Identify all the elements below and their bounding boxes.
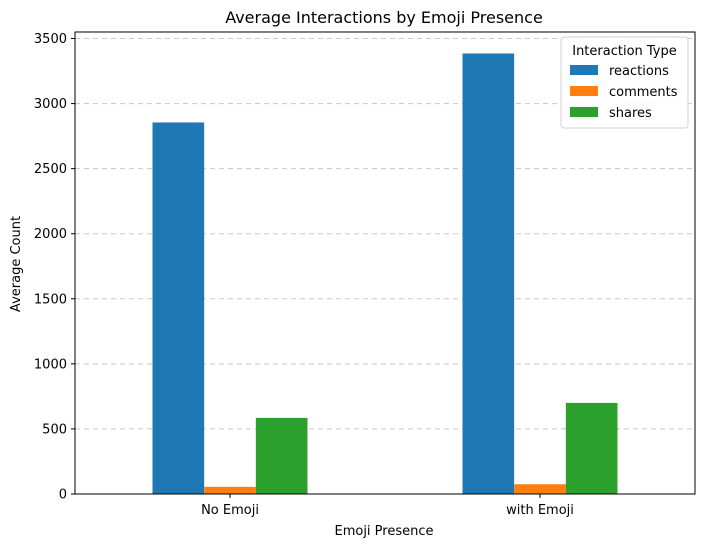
bar-shares bbox=[565, 402, 618, 494]
y-tick-label: 2500 bbox=[34, 162, 67, 177]
tick-labels: 0 500 1000 1500 2000 2500 3000 3500 No Emoji with… bbox=[34, 32, 574, 518]
y-tick-label: 3000 bbox=[34, 97, 67, 112]
y-tick-label: 1500 bbox=[34, 292, 67, 307]
axes bbox=[74, 31, 696, 495]
plot-frame bbox=[74, 31, 696, 495]
y-axis-label: Average Count bbox=[9, 216, 24, 312]
legend: Interaction Type reactions comments shares bbox=[560, 36, 689, 129]
x-tick-label: No Emoji bbox=[201, 503, 259, 518]
y-tick-label: 2000 bbox=[34, 227, 67, 242]
x-axis-label: Emoji Presence bbox=[334, 524, 433, 539]
legend-label-shares: shares bbox=[609, 106, 652, 121]
y-tick-label: 500 bbox=[42, 422, 67, 437]
y-tick-label: 0 bbox=[59, 488, 67, 503]
legend-title: Interaction Type bbox=[572, 44, 677, 59]
bars bbox=[152, 53, 618, 495]
y-tick-label: 1000 bbox=[34, 357, 67, 372]
bar-reactions bbox=[462, 53, 515, 495]
legend-swatch-reactions bbox=[570, 65, 598, 75]
legend-label-comments: comments bbox=[609, 85, 678, 100]
legend-box bbox=[560, 36, 689, 129]
legend-swatch-comments bbox=[570, 86, 598, 96]
legend-swatch-shares bbox=[570, 107, 598, 117]
x-tick-label: with Emoji bbox=[506, 503, 574, 518]
bar-comments bbox=[204, 486, 256, 494]
legend-label-reactions: reactions bbox=[609, 64, 669, 79]
y-tick-label: 3500 bbox=[34, 32, 67, 47]
bar-comments bbox=[514, 484, 566, 494]
bar-shares bbox=[255, 417, 308, 494]
chart-title: Average Interactions by Emoji Presence bbox=[225, 8, 543, 27]
bar-reactions bbox=[152, 122, 205, 495]
